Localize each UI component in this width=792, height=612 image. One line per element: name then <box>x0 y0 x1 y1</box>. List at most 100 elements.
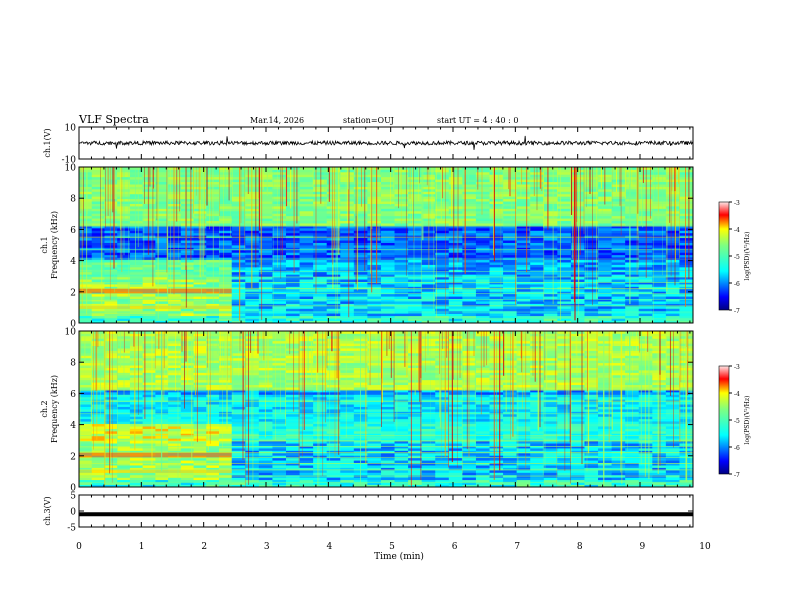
spectrogram-cell <box>475 210 490 214</box>
spectrogram-cell <box>530 242 545 246</box>
spectrogram-cell <box>272 171 287 175</box>
spectrogram-cell <box>394 423 409 427</box>
spectrogram-cell <box>557 438 572 442</box>
spectrogram-cell <box>665 274 680 278</box>
spectrogram-cell <box>611 186 626 190</box>
spectrogram-cell <box>206 445 220 449</box>
spectrogram-cell <box>353 301 368 304</box>
spectrogram-cell <box>299 262 314 265</box>
spectrogram-cell <box>272 286 287 290</box>
spectrogram-cell <box>557 406 572 410</box>
spectrogram-cell <box>285 291 301 295</box>
spectrogram-cell <box>530 318 545 321</box>
spectrogram-cell <box>421 399 436 403</box>
spectrogram-cell <box>380 315 396 319</box>
spectrogram-cell <box>313 215 328 219</box>
spectrogram-cell <box>448 296 463 300</box>
spectrogram-cell <box>611 184 626 187</box>
spectrogram-cell <box>665 469 680 473</box>
spectrogram-cell <box>598 303 613 307</box>
spectrogram-cell <box>584 484 599 487</box>
spectrogram-cell <box>367 186 382 190</box>
spectrogram-cell <box>448 191 463 195</box>
spectrogram-cell <box>557 411 572 415</box>
spectrogram-cell <box>285 167 301 170</box>
spectrogram-cell <box>245 404 260 407</box>
spectrogram-cell <box>557 313 572 317</box>
spectrogram-cell <box>313 225 328 229</box>
spectrogram-cell <box>206 247 220 251</box>
spectrogram-cell <box>638 198 653 202</box>
spectrogram-cell <box>625 435 640 439</box>
spectrogram-cell <box>117 257 131 261</box>
spectrogram-cell <box>652 438 667 442</box>
spectrogram-cell <box>367 181 382 185</box>
spectrogram-cell <box>104 227 118 231</box>
spectrogram-cell <box>584 428 599 432</box>
spectrogram-cell <box>435 320 450 323</box>
spectrogram-cell <box>557 467 572 471</box>
spectrogram-cell <box>611 210 626 214</box>
spectrogram-cell <box>421 462 436 466</box>
spectrogram-cell <box>543 179 558 183</box>
spectrogram-cell <box>489 301 504 304</box>
spectrogram-cell <box>448 457 463 461</box>
spectrogram-cell <box>285 210 301 214</box>
spectrogram-cell <box>326 320 341 323</box>
spectrogram-cell <box>353 171 368 175</box>
spectrogram-cell <box>530 445 545 449</box>
spectrogram-cell <box>448 269 463 273</box>
spectrogram-cell <box>258 186 273 190</box>
spectrogram-cell <box>285 399 301 403</box>
spectrogram-cell <box>598 460 613 464</box>
spectrogram-cell <box>168 406 182 410</box>
spectrogram-cell <box>168 225 182 229</box>
spectrogram-cell <box>625 465 640 468</box>
spectrogram-cell <box>313 308 328 312</box>
spectrogram-cell <box>299 279 314 282</box>
spectrogram-cell <box>638 167 653 170</box>
spectrogram-cell <box>625 426 640 429</box>
spectrogram-cell <box>557 208 572 212</box>
spectrogram-cell <box>245 394 260 398</box>
spectrogram-cell <box>231 240 246 243</box>
spectrogram-cell <box>448 435 463 439</box>
spectrogram-cell <box>231 293 246 297</box>
spectrogram-cell <box>313 428 328 432</box>
spectrogram-cell <box>679 296 693 300</box>
spectrogram-cell <box>299 196 314 200</box>
spectrogram-cell <box>557 426 572 429</box>
spectrogram-cell <box>168 448 182 451</box>
spectrogram-cell <box>218 477 233 481</box>
spectrogram-cell <box>193 276 207 280</box>
spectrogram-cell <box>353 193 368 197</box>
spectrogram-cell <box>462 430 477 434</box>
spectrogram-cell <box>503 450 518 454</box>
spectrogram-cell <box>353 201 368 204</box>
spectrogram-cell <box>530 469 545 473</box>
spectrogram-cell <box>206 320 220 323</box>
spectrogram-cell <box>180 284 195 287</box>
spectrogram-cell <box>543 249 558 253</box>
spectrogram-cell <box>557 286 572 290</box>
spectrogram-cell <box>104 240 118 243</box>
spectrogram-cell <box>638 469 653 473</box>
spectrogram-cell <box>353 286 368 290</box>
spectrogram-cell <box>285 271 301 275</box>
spectrogram-cell <box>91 394 105 398</box>
spectrogram-cell <box>299 430 314 434</box>
spectrogram-cell <box>206 440 220 444</box>
spectrogram-cell <box>625 167 640 170</box>
spectrogram-cell <box>180 401 195 405</box>
spectrogram-cell <box>326 423 341 427</box>
spectrogram-cell <box>598 271 613 275</box>
spectrogram-cell <box>380 186 396 190</box>
spectrogram-cell <box>326 232 341 236</box>
spectrogram-cell <box>272 438 287 442</box>
spectrogram-cell <box>367 210 382 214</box>
spectrogram-cell <box>285 288 301 292</box>
spectrogram-cell <box>231 191 246 195</box>
spectrogram-cell <box>129 433 144 437</box>
spectrogram-cell <box>475 167 490 170</box>
spectrogram-cell <box>168 440 182 444</box>
